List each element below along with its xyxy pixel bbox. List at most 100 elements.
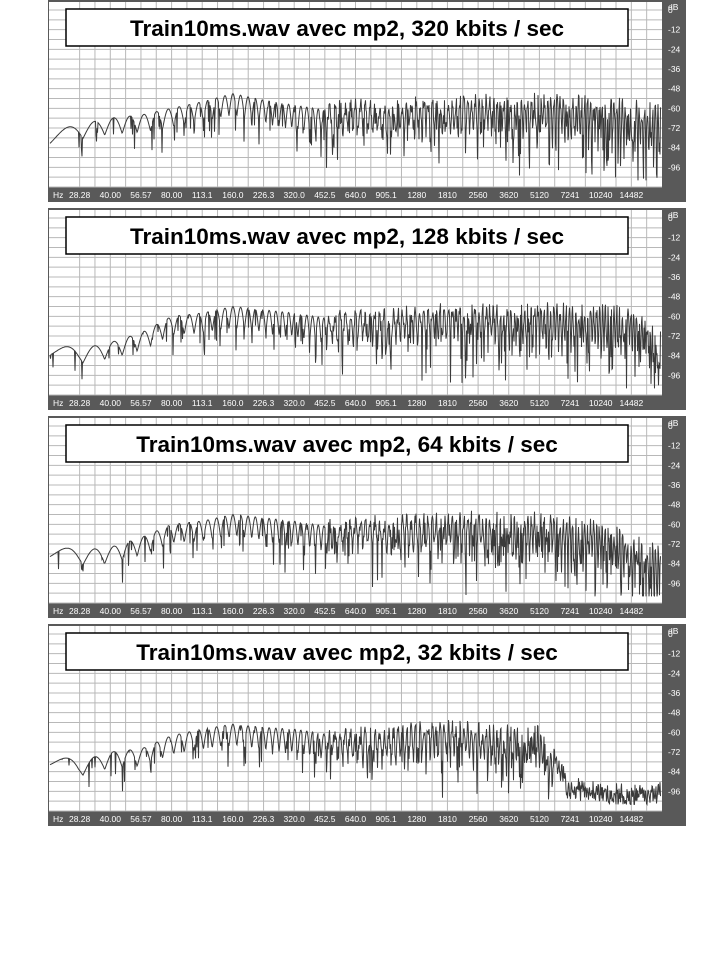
x-tick-label: 80.00 [161, 606, 183, 616]
x-tick-label: 2560 [469, 814, 488, 824]
y-tick-label: -36 [668, 64, 681, 74]
y-tick-label: -96 [668, 786, 681, 796]
title-frame [65, 424, 629, 463]
title-frame [65, 632, 629, 671]
x-tick-label: 160.0 [222, 606, 244, 616]
x-axis: Hz 28.28 40.00 56.57 80.00 113.1 160.0 226.3 320… [53, 814, 643, 824]
chart-title-box: Train10ms.wav avec mp2, 32 kbits / sec [65, 632, 629, 671]
x-tick-label: 226.3 [253, 606, 275, 616]
x-tick-label: 452.5 [314, 398, 336, 408]
x-tick-label: 113.1 [192, 606, 213, 616]
x-tick-label: 640.0 [345, 606, 367, 616]
title-frame [65, 216, 629, 255]
x-tick-label: 5120 [530, 398, 549, 408]
x-tick-label: 160.0 [222, 190, 244, 200]
y-tick-label: -96 [668, 578, 681, 588]
y-tick-label: -96 [668, 162, 681, 172]
x-tick-label: 3620 [499, 814, 518, 824]
x-tick-label: 10240 [589, 606, 613, 616]
x-axis-unit: Hz [53, 814, 63, 824]
x-tick-label: 320.0 [284, 814, 306, 824]
x-tick-label: 640.0 [345, 398, 367, 408]
y-axis-unit: dB [668, 2, 679, 12]
y-tick-label: -84 [668, 559, 681, 569]
x-tick-label: 40.00 [100, 190, 122, 200]
y-axis: dB0 -12 -24 -36 -48 -60 -72 -84 -96 [668, 418, 681, 588]
x-tick-label: 2560 [469, 398, 488, 408]
x-tick-label: 226.3 [253, 398, 275, 408]
y-axis-unit: dB [668, 418, 679, 428]
x-tick-label: 320.0 [284, 398, 306, 408]
x-tick-label: 1810 [438, 606, 457, 616]
x-tick-label: 80.00 [161, 190, 183, 200]
x-tick-label: 5120 [530, 190, 549, 200]
spectrum-panel: Hz 28.28 40.00 56.57 80.00 113.1 160.0 226.3 320… [48, 208, 686, 410]
x-axis-unit: Hz [53, 606, 63, 616]
x-tick-label: 56.57 [130, 190, 152, 200]
y-tick-label: 0 [668, 213, 673, 223]
x-tick-label: 1280 [407, 398, 426, 408]
chart-title-box: Train10ms.wav avec mp2, 64 kbits / sec [65, 424, 629, 463]
chart-title: Train10ms.wav avec mp2, 320 kbits / sec [130, 16, 564, 41]
x-tick-label: 10240 [589, 814, 613, 824]
x-tick-label: 1810 [438, 190, 457, 200]
x-tick-label: 113.1 [192, 398, 213, 408]
y-tick-label: -48 [668, 84, 681, 94]
x-tick-label: 56.57 [130, 398, 152, 408]
y-tick-label: -12 [668, 233, 681, 243]
y-tick-label: -12 [668, 649, 681, 659]
x-tick-label: 2560 [469, 606, 488, 616]
x-tick-label: 226.3 [253, 190, 275, 200]
x-axis: Hz 28.28 40.00 56.57 80.00 113.1 160.0 226.3 320… [53, 398, 643, 408]
x-tick-label: 28.28 [69, 606, 91, 616]
x-tick-label: 80.00 [161, 398, 183, 408]
x-tick-label: 640.0 [345, 814, 367, 824]
y-tick-label: -36 [668, 480, 681, 490]
y-axis: dB0 -12 -24 -36 -48 -60 -72 -84 -96 [668, 210, 681, 380]
y-tick-label: -12 [668, 25, 681, 35]
spectrum-panel: Hz 28.28 40.00 56.57 80.00 113.1 160.0 226.3 320… [48, 0, 686, 202]
x-tick-label: 113.1 [192, 190, 213, 200]
y-tick-label: -72 [668, 123, 681, 133]
x-tick-label: 452.5 [314, 190, 336, 200]
title-frame [65, 8, 629, 47]
chart-title: Train10ms.wav avec mp2, 32 kbits / sec [136, 640, 558, 665]
x-tick-label: 1280 [407, 814, 426, 824]
x-tick-label: 160.0 [222, 398, 244, 408]
x-tick-label: 160.0 [222, 814, 244, 824]
x-tick-label: 5120 [530, 814, 549, 824]
x-axis: Hz 28.28 40.00 56.57 80.00 113.1 160.0 226.3 320… [53, 606, 643, 616]
y-tick-label: -48 [668, 292, 681, 302]
y-axis: dB0 -12 -24 -36 -48 -60 -72 -84 -96 [668, 2, 681, 172]
x-tick-label: 40.00 [100, 398, 122, 408]
x-tick-label: 14482 [620, 398, 644, 408]
y-tick-label: -60 [668, 311, 681, 321]
x-tick-label: 80.00 [161, 814, 183, 824]
x-tick-label: 7241 [561, 814, 580, 824]
x-tick-label: 2560 [469, 190, 488, 200]
x-tick-label: 1810 [438, 814, 457, 824]
y-tick-label: 0 [668, 421, 673, 431]
y-tick-label: -48 [668, 500, 681, 510]
x-tick-label: 113.1 [192, 814, 213, 824]
chart-title-box: Train10ms.wav avec mp2, 320 kbits / sec [65, 8, 629, 47]
x-tick-label: 7241 [561, 398, 580, 408]
x-tick-label: 226.3 [253, 814, 275, 824]
y-tick-label: -72 [668, 539, 681, 549]
y-tick-label: -60 [668, 727, 681, 737]
x-tick-label: 14482 [620, 814, 644, 824]
x-tick-label: 320.0 [284, 606, 306, 616]
y-axis: dB0 -12 -24 -36 -48 -60 -72 -84 -96 [668, 626, 681, 796]
y-tick-label: -84 [668, 351, 681, 361]
x-tick-label: 28.28 [69, 190, 91, 200]
x-tick-label: 56.57 [130, 814, 152, 824]
y-tick-label: -36 [668, 272, 681, 282]
y-tick-label: -36 [668, 688, 681, 698]
y-tick-label: -84 [668, 143, 681, 153]
y-tick-label: -24 [668, 460, 681, 470]
x-tick-label: 905.1 [376, 606, 398, 616]
x-axis-unit: Hz [53, 398, 63, 408]
x-tick-label: 640.0 [345, 190, 367, 200]
y-tick-label: -60 [668, 103, 681, 113]
